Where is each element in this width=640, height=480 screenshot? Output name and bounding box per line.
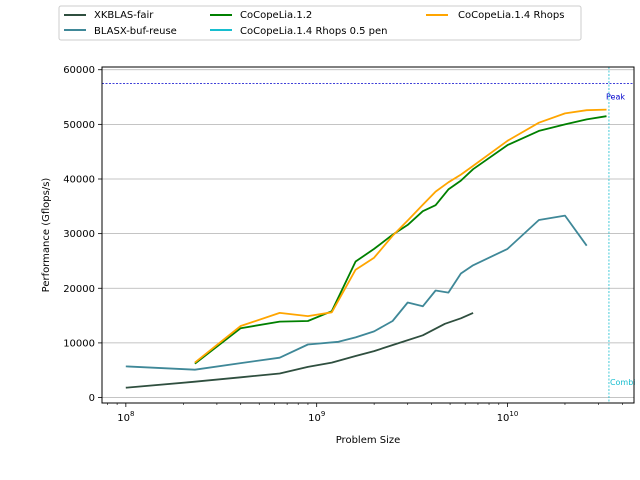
combi-label: Combi — [610, 378, 636, 387]
series-line-cocopelia-12 — [194, 115, 607, 365]
plot-frame — [101, 66, 635, 404]
x-tick-label: 108 — [117, 410, 134, 424]
x-axis-label: Problem Size — [336, 435, 401, 446]
x-tick-base: 10 — [308, 413, 321, 424]
legend: XKBLAS-fair BLASX-buf-reuse CoCopeLia.1.… — [58, 5, 582, 41]
y-tick-label: 50000 — [63, 120, 95, 131]
legend-label-blasx: BLASX-buf-reuse — [94, 26, 177, 37]
x-tick-label: 109 — [308, 410, 325, 424]
y-tick-label: 30000 — [63, 229, 95, 240]
x-tick-exponent: 10 — [509, 410, 518, 418]
legend-label-cocopelia-12: CoCopeLia.1.2 — [240, 10, 312, 21]
y-axis-label: Performance (Gflops/s) — [41, 178, 52, 293]
x-tick-exponent: 8 — [130, 410, 134, 418]
y-tick-label: 0 — [89, 393, 95, 404]
legend-label-xkblas-fair: XKBLAS-fair — [94, 10, 154, 21]
x-tick-base: 10 — [497, 413, 510, 424]
y-tick-label: 20000 — [63, 284, 95, 295]
x-tick-base: 10 — [117, 413, 130, 424]
legend-frame — [58, 5, 582, 41]
y-tick-label: 60000 — [63, 65, 95, 76]
series-line-xkblas-fair — [125, 312, 474, 389]
x-tick-exponent: 9 — [321, 410, 325, 418]
series-line-blasx — [125, 214, 588, 371]
y-tick-label: 40000 — [63, 175, 95, 186]
series-line-cocopelia-14 — [194, 108, 607, 364]
x-tick-label: 1010 — [497, 410, 519, 424]
peak-label: Peak — [606, 92, 625, 101]
legend-label-cocopelia-14: CoCopeLia.1.4 Rhops — [458, 10, 564, 21]
y-tick-label: 10000 — [63, 338, 95, 349]
legend-label-cocopelia-14-pen: CoCopeLia.1.4 Rhops 0.5 pen — [240, 26, 388, 37]
